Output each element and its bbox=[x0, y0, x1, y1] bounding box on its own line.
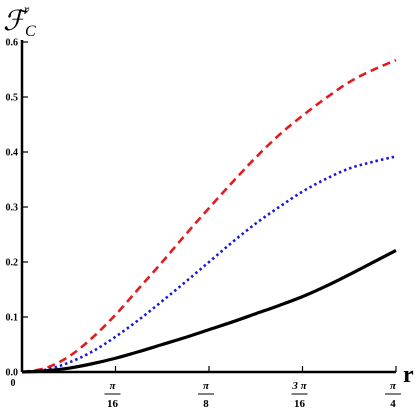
y-tick-label: 0.6 bbox=[6, 38, 19, 49]
x-tick-numerator: 3 π bbox=[291, 380, 307, 392]
y-tick-label: 0.3 bbox=[6, 203, 19, 214]
series-line-solid bbox=[21, 249, 397, 374]
x-tick-fraction: 3 π 16 bbox=[291, 380, 307, 410]
x-tick-denominator: 4 bbox=[390, 398, 396, 410]
x-tick-numerator: π bbox=[109, 380, 116, 392]
x-tick-numerator: π bbox=[203, 380, 210, 392]
x-tick-denominator: 8 bbox=[203, 398, 209, 410]
y-ticks: 0.0 0.1 0.2 0.3 0.4 0.5 0.6 bbox=[6, 38, 28, 379]
y-tick-label: 0.2 bbox=[6, 258, 19, 269]
x-tick-denominator: 16 bbox=[294, 398, 306, 410]
series-line-dotted bbox=[21, 155, 397, 374]
series-layer bbox=[21, 58, 397, 374]
y-tick-label: 0.5 bbox=[6, 93, 19, 104]
y-tick-label: 0.0 bbox=[6, 368, 19, 379]
y-axis-title-subscript: C bbox=[25, 23, 36, 40]
x-tick-denominator: 16 bbox=[107, 398, 119, 410]
x-tick-label: 0 bbox=[11, 378, 16, 389]
y-axis-title: ℱCr bbox=[3, 3, 36, 40]
y-axis-title-superscript: r bbox=[24, 3, 30, 18]
x-tick-fraction: π8 bbox=[198, 380, 214, 410]
x-tick-fraction: π4 bbox=[385, 380, 401, 410]
y-tick-label: 0.1 bbox=[6, 313, 19, 324]
x-tick-numerator: π bbox=[390, 380, 397, 392]
series-line-dashed bbox=[21, 58, 397, 374]
x-axis-title: r bbox=[403, 362, 414, 388]
x-tick-fraction: π 16 bbox=[104, 380, 121, 410]
y-tick-label: 0.4 bbox=[6, 148, 19, 159]
